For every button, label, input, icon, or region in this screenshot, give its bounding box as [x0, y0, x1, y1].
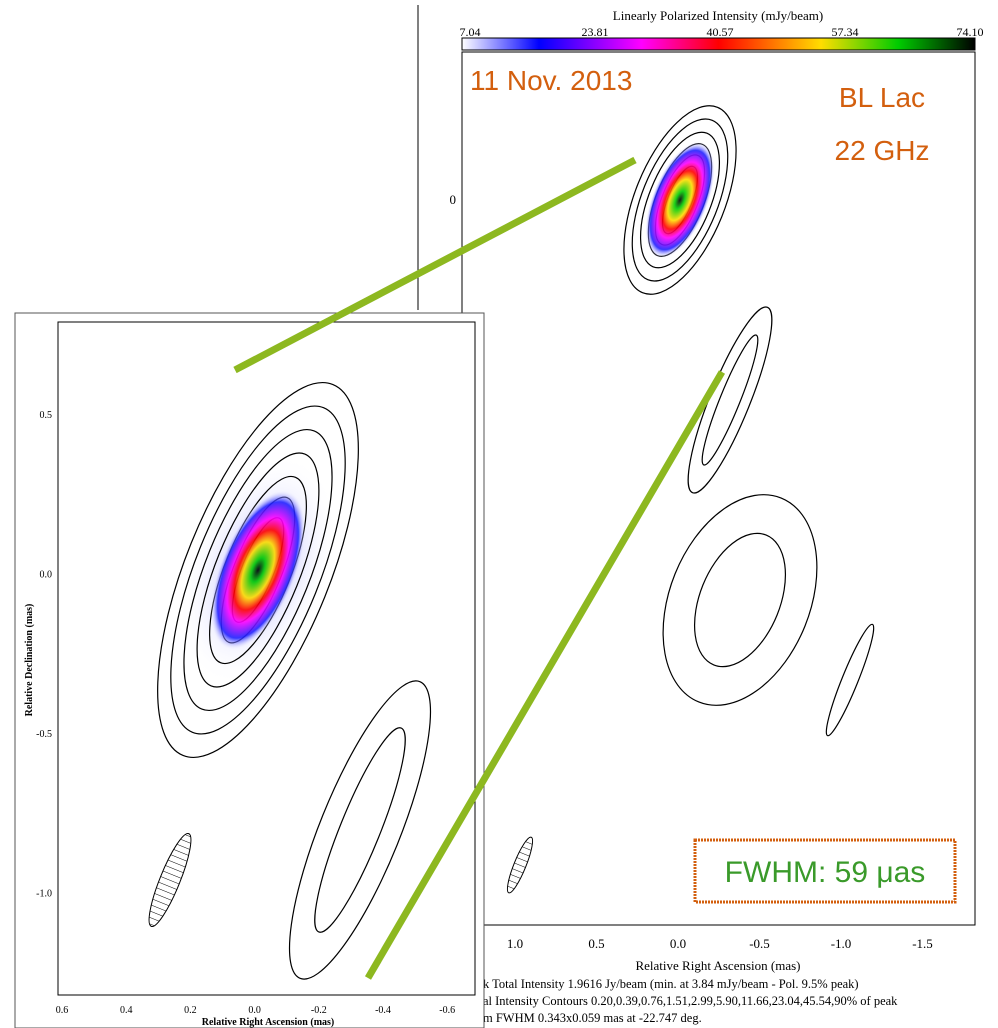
x-tick-label: 0.0: [670, 936, 686, 951]
frequency-label: 22 GHz: [835, 135, 930, 166]
x-tick-label: -0.2: [311, 1005, 327, 1016]
source-label: BL Lac: [839, 82, 925, 113]
page: Linearly Polarized Intensity (mJy/beam) …: [0, 0, 998, 1028]
x-tick-label: 0.5: [588, 936, 604, 951]
x-tick-label: -0.6: [439, 1005, 455, 1016]
contours: [503, 90, 880, 895]
colorbar-tick-label: 57.34: [832, 25, 859, 39]
x-tick-label: 1.0: [507, 936, 523, 951]
x-tick-label: -1.0: [831, 936, 852, 951]
y-tick-label: -0.5: [36, 729, 52, 740]
plot-frame: [462, 52, 975, 925]
colorbar-tick-label: 40.57: [707, 25, 734, 39]
caption-line: m FWHM 0.343x0.059 mas at -22.747 deg.: [483, 1011, 702, 1025]
colorbar-tick-label: 23.81: [582, 25, 609, 39]
caption-line: k Total Intensity 1.9616 Jy/beam (min. a…: [483, 977, 859, 991]
x-tick-label: 0.0: [248, 1005, 261, 1016]
x-tick-label: -0.4: [375, 1005, 391, 1016]
y-tick-label: -1.0: [36, 889, 52, 900]
y-tick-label: 0.0: [40, 570, 53, 581]
x-tick-label: 0.2: [184, 1005, 197, 1016]
beam-label: FWHM: 59 μas: [725, 856, 926, 889]
x-axis-label: Relative Right Ascension (mas): [202, 1017, 335, 1028]
x-tick-label: 0.4: [120, 1005, 133, 1016]
x-tick-label: -1.5: [912, 936, 933, 951]
epoch-label: 11 Nov. 2013: [470, 65, 632, 96]
x-tick-label: 0.6: [56, 1005, 69, 1016]
colorbar-tick-label: 74.10: [957, 25, 984, 39]
y-tick-label: 0: [450, 192, 457, 207]
y-tick-label: 0.5: [40, 410, 53, 421]
figure: Linearly Polarized Intensity (mJy/beam) …: [0, 0, 998, 1028]
y-axis-label: Relative Declination (mas): [24, 604, 35, 717]
colorbar-title: Linearly Polarized Intensity (mJy/beam): [613, 8, 823, 23]
x-tick-label: -0.5: [749, 936, 770, 951]
colorbar-tick-label: 7.04: [460, 25, 481, 39]
colorbar: [462, 38, 975, 50]
caption-line: al Intensity Contours 0.20,0.39,0.76,1.5…: [483, 994, 898, 1008]
x-axis-label: Relative Right Ascension (mas): [635, 958, 800, 973]
